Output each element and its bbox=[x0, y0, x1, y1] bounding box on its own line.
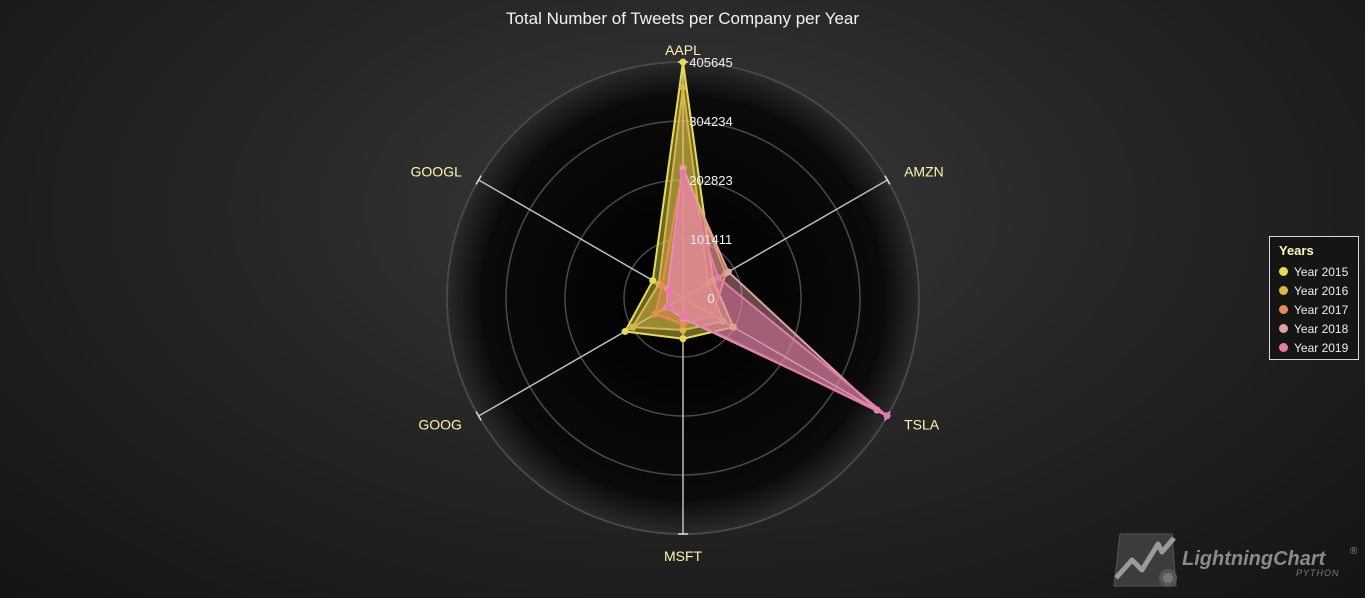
legend-swatch bbox=[1279, 324, 1288, 333]
axis-spoke bbox=[478, 297, 684, 417]
data-point bbox=[724, 268, 732, 276]
axis-end-tick bbox=[884, 175, 891, 185]
tick-label: 0 bbox=[707, 291, 714, 306]
legend: Years Year 2015 Year 2016 Year 2017 Year… bbox=[1269, 236, 1359, 360]
data-point bbox=[649, 277, 657, 285]
data-point bbox=[679, 320, 687, 328]
data-point bbox=[883, 412, 891, 420]
axis-label-msft: MSFT bbox=[664, 548, 703, 564]
data-point bbox=[719, 317, 727, 325]
legend-item-2018[interactable]: Year 2018 bbox=[1279, 319, 1358, 338]
axis-label-goog: GOOG bbox=[418, 417, 462, 433]
data-point bbox=[679, 313, 687, 321]
legend-label: Year 2017 bbox=[1294, 302, 1349, 317]
legend-swatch bbox=[1279, 343, 1288, 352]
logo-registered-mark: ® bbox=[1350, 546, 1358, 557]
data-point bbox=[679, 169, 687, 177]
data-point bbox=[729, 323, 737, 331]
lightning-logo-icon bbox=[1113, 533, 1177, 587]
legend-item-2015[interactable]: Year 2015 bbox=[1279, 262, 1358, 281]
data-point bbox=[679, 58, 687, 66]
data-point bbox=[665, 286, 673, 294]
legend-item-2016[interactable]: Year 2016 bbox=[1279, 281, 1358, 300]
data-point bbox=[709, 311, 717, 319]
tick-label: 202823 bbox=[689, 173, 732, 188]
axis-end-tick bbox=[475, 175, 482, 185]
legend-swatch bbox=[1279, 267, 1288, 276]
data-point bbox=[629, 323, 637, 331]
data-point bbox=[664, 303, 672, 311]
logo-subtitle: PYTHON bbox=[1296, 568, 1340, 578]
logo-text: LightningChart bbox=[1182, 548, 1326, 570]
axis-label-tsla: TSLA bbox=[904, 417, 940, 433]
axis-end-tick bbox=[475, 411, 482, 421]
data-point bbox=[714, 274, 722, 282]
data-point bbox=[621, 327, 629, 335]
legend-swatch bbox=[1279, 286, 1288, 295]
legend-label: Year 2019 bbox=[1294, 340, 1349, 355]
data-point bbox=[651, 310, 659, 318]
data-point bbox=[704, 279, 712, 287]
lightningchart-logo: LightningChart ® PYTHON bbox=[1112, 530, 1362, 592]
tick-label: 304234 bbox=[689, 114, 732, 129]
axis-spoke bbox=[682, 297, 888, 417]
legend-item-2019[interactable]: Year 2019 bbox=[1279, 338, 1358, 357]
axis-label-aapl: AAPL bbox=[665, 42, 701, 58]
axis-label-amzn: AMZN bbox=[904, 164, 944, 180]
axis-label-googl: GOOGL bbox=[411, 164, 463, 180]
tick-label: 101411 bbox=[690, 232, 732, 247]
axis-spoke bbox=[478, 179, 684, 299]
legend-title: Years bbox=[1279, 243, 1314, 258]
legend-swatch bbox=[1279, 305, 1288, 314]
tick-label: 405645 bbox=[689, 55, 732, 70]
data-point bbox=[679, 326, 687, 334]
legend-label: Year 2015 bbox=[1294, 264, 1349, 279]
legend-label: Year 2018 bbox=[1294, 321, 1349, 336]
legend-item-2017[interactable]: Year 2017 bbox=[1279, 300, 1358, 319]
legend-label: Year 2016 bbox=[1294, 283, 1349, 298]
data-point bbox=[679, 335, 687, 343]
chart-title: Total Number of Tweets per Company per Y… bbox=[505, 9, 860, 28]
data-point bbox=[679, 83, 687, 91]
data-point bbox=[658, 282, 666, 290]
